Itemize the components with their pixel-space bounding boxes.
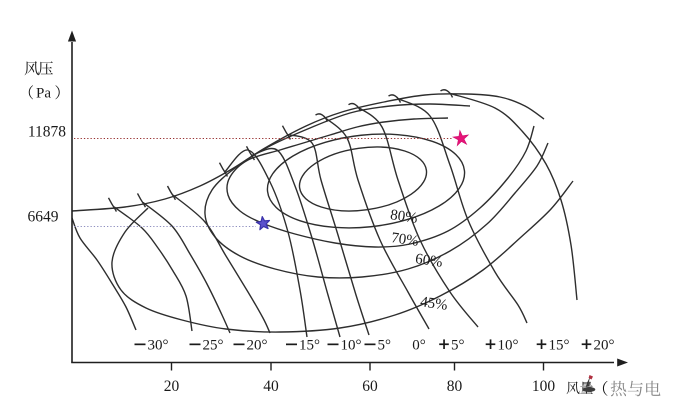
svg-text:5°: 5°	[378, 338, 392, 354]
svg-text:Pa: Pa	[36, 86, 51, 102]
svg-text:45%: 45%	[419, 294, 448, 314]
svg-text:15°: 15°	[299, 338, 320, 354]
svg-text:100: 100	[532, 378, 556, 395]
svg-text:80%: 80%	[389, 207, 418, 227]
svg-text:6649: 6649	[28, 209, 59, 226]
svg-text:30°: 30°	[148, 338, 169, 354]
svg-text:20: 20	[164, 378, 180, 395]
svg-text:70%: 70%	[390, 230, 419, 250]
svg-text:15°: 15°	[549, 338, 570, 354]
svg-text:10°: 10°	[341, 338, 362, 354]
svg-text:80: 80	[447, 378, 463, 395]
svg-text:20°: 20°	[247, 338, 268, 354]
svg-text:10°: 10°	[498, 338, 519, 354]
svg-text:11878: 11878	[28, 124, 66, 141]
svg-text:25°: 25°	[203, 338, 224, 354]
svg-text:40: 40	[263, 378, 279, 395]
svg-text:20°: 20°	[594, 338, 615, 354]
svg-text:60: 60	[362, 378, 378, 395]
svg-text:0°: 0°	[412, 338, 426, 354]
svg-text:60%: 60%	[414, 251, 443, 271]
svg-text:5°: 5°	[451, 338, 465, 354]
